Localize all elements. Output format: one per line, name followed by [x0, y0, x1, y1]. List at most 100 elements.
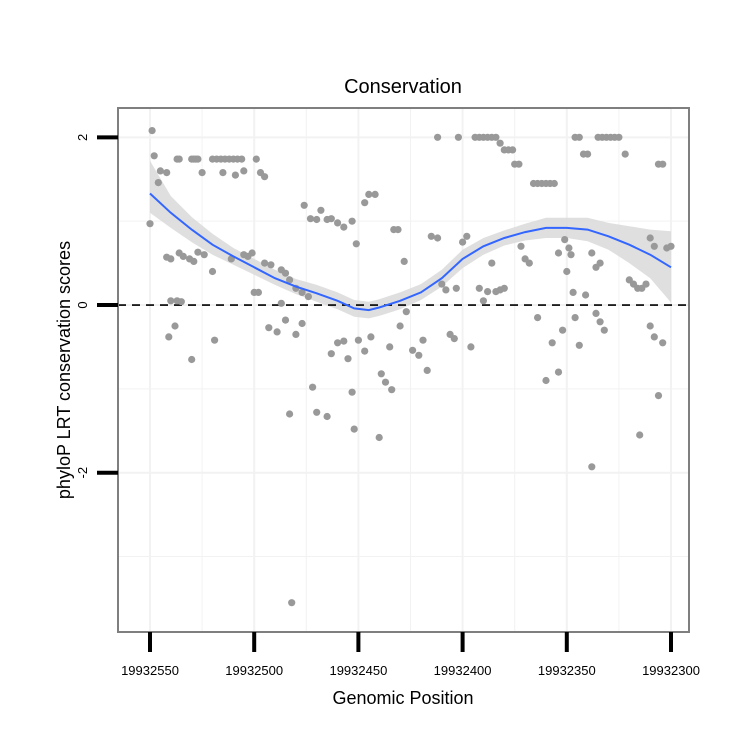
- data-point: [588, 249, 596, 257]
- data-point: [375, 433, 383, 442]
- data-point: [569, 288, 577, 296]
- data-point: [388, 386, 396, 394]
- data-point: [659, 160, 667, 168]
- data-point: [394, 226, 402, 234]
- data-point: [288, 599, 296, 607]
- data-point: [667, 242, 675, 250]
- data-point: [646, 322, 654, 330]
- grid-lines: [118, 108, 689, 632]
- data-point: [208, 267, 217, 276]
- data-point: [561, 236, 569, 244]
- x-tick-label: 19932400: [434, 663, 492, 678]
- data-point: [334, 339, 342, 347]
- data-point: [240, 167, 248, 175]
- data-point: [156, 167, 164, 175]
- data-point: [381, 378, 390, 386]
- data-point: [154, 179, 162, 187]
- data-point: [592, 309, 600, 317]
- data-point: [548, 339, 556, 347]
- data-point: [163, 169, 171, 177]
- data-point: [423, 366, 431, 374]
- data-point: [508, 146, 517, 154]
- data-point: [261, 259, 269, 267]
- data-point: [554, 249, 563, 257]
- data-point: [175, 155, 183, 163]
- data-point: [327, 350, 335, 358]
- data-point: [298, 319, 306, 328]
- data-point: [211, 336, 219, 344]
- data-point: [650, 333, 658, 341]
- data-point: [361, 199, 369, 207]
- confidence-ribbon: [150, 160, 671, 319]
- chart-title: Conservation: [344, 76, 462, 98]
- data-point: [188, 355, 196, 364]
- data-point: [194, 155, 202, 163]
- data-point: [650, 242, 658, 250]
- data-point: [265, 324, 273, 332]
- data-point: [500, 284, 508, 292]
- y-tick-label: -2: [75, 467, 90, 479]
- x-axis: 19932550 19932500 19932450 19932400 19932350…: [121, 632, 700, 678]
- data-point: [194, 248, 202, 256]
- data-point: [167, 255, 175, 263]
- data-point: [367, 333, 375, 341]
- data-point: [352, 240, 360, 248]
- data-point: [659, 339, 667, 347]
- data-point: [273, 328, 281, 336]
- data-point: [415, 351, 423, 359]
- data-point: [365, 190, 373, 198]
- data-point: [517, 242, 525, 250]
- data-point: [386, 343, 394, 351]
- data-point: [277, 299, 285, 307]
- data-point: [252, 155, 260, 163]
- data-point: [300, 201, 308, 209]
- data-point: [582, 291, 590, 299]
- data-point: [313, 215, 321, 224]
- data-point: [450, 335, 458, 343]
- data-point: [261, 173, 269, 181]
- data-point: [615, 133, 623, 141]
- data-point: [313, 408, 321, 416]
- data-point: [171, 322, 179, 330]
- data-point: [340, 223, 348, 231]
- data-point: [654, 392, 663, 400]
- data-point: [377, 370, 385, 378]
- data-point: [150, 152, 158, 160]
- data-point: [334, 219, 342, 227]
- data-point: [427, 232, 435, 240]
- y-axis-label: phyloP LRT conservation scores: [54, 241, 74, 499]
- data-point: [534, 314, 542, 322]
- data-point: [402, 308, 410, 316]
- x-tick-label: 19932550: [121, 663, 179, 678]
- data-point: [636, 431, 644, 439]
- data-point: [198, 169, 206, 177]
- x-tick-label: 19932500: [225, 663, 283, 678]
- data-point: [419, 336, 427, 344]
- data-point: [317, 206, 325, 214]
- data-point: [488, 259, 496, 267]
- data-point: [238, 155, 246, 163]
- data-point: [200, 251, 208, 259]
- data-point: [492, 133, 500, 141]
- data-point: [463, 232, 471, 240]
- data-point: [409, 346, 417, 354]
- data-point: [354, 336, 362, 344]
- data-point: [434, 133, 442, 141]
- data-point: [442, 286, 450, 294]
- data-point: [231, 171, 239, 179]
- data-point: [575, 133, 583, 141]
- data-point: [400, 257, 408, 265]
- data-point: [286, 410, 294, 418]
- y-axis: 2 0 -2: [75, 134, 118, 479]
- data-point: [475, 284, 483, 292]
- data-point: [281, 269, 290, 277]
- data-point: [600, 326, 608, 334]
- data-point: [323, 412, 331, 421]
- data-point: [165, 333, 173, 341]
- data-point: [596, 318, 604, 326]
- data-points: [146, 127, 675, 607]
- x-tick-label: 19932450: [329, 663, 387, 678]
- data-point: [515, 160, 523, 168]
- data-point: [281, 316, 290, 324]
